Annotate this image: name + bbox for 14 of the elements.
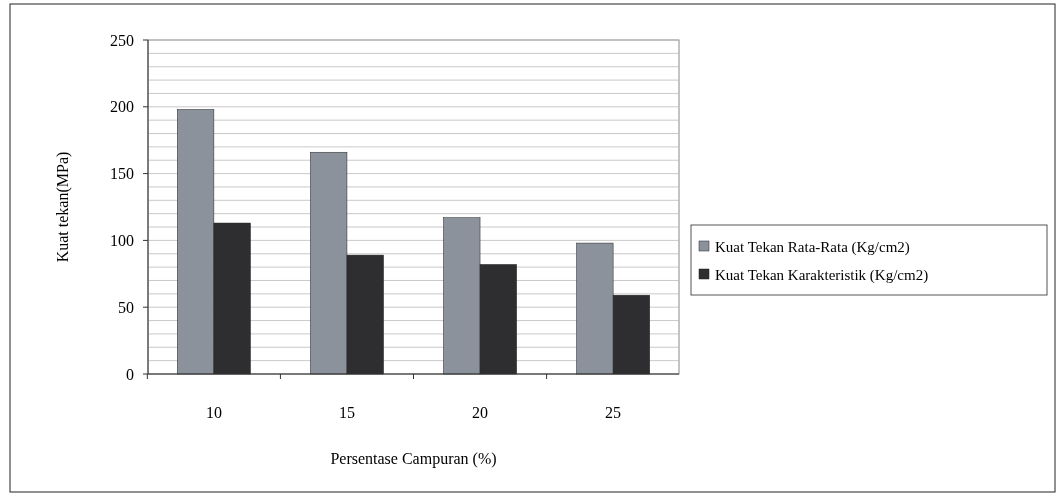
legend-label: Kuat Tekan Rata-Rata (Kg/cm2) — [715, 239, 910, 257]
y-tick-label: 50 — [118, 298, 134, 316]
x-tick-label: 15 — [338, 404, 355, 421]
y-tick-label: 250 — [110, 31, 134, 49]
y-tick-label: 150 — [110, 165, 134, 183]
x-tick-label: 20 — [472, 404, 489, 421]
y-tick-label: 100 — [110, 232, 134, 249]
y-tick-label: 200 — [110, 98, 134, 116]
x-tick-label: 10 — [205, 404, 222, 421]
x-axis-title: Persentase Campuran (%) — [330, 450, 497, 468]
y-axis-title: Kuat tekan(MPa) — [54, 151, 72, 263]
legend-label: Kuat Tekan Karakteristik (Kg/cm2) — [715, 267, 929, 285]
y-tick-label: 0 — [126, 365, 134, 383]
x-tick-label: 25 — [605, 404, 622, 421]
